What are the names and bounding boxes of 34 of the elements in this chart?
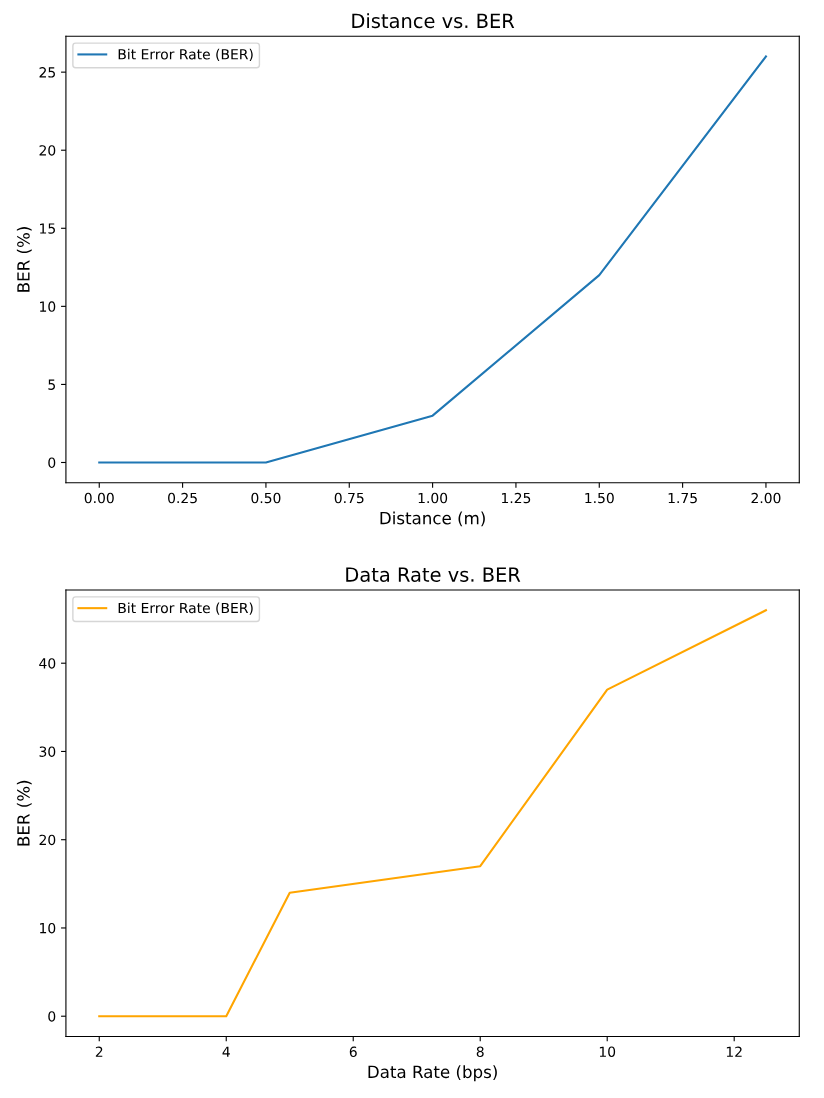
x-tick-label: 0.25 [168,492,197,504]
y-tick-label: 15 [40,223,55,234]
y-tick-label: 20 [39,834,56,846]
y-tick-label: 25 [39,67,55,78]
y-tick-label: 10 [40,301,56,312]
y-axis-title: BER (%) [16,227,32,292]
x-tick-label: 1.50 [585,492,614,504]
x-tick-label: 1.25 [502,492,531,504]
y-tick-label: 10 [40,922,56,934]
x-axis-title: Data Rate (bps) [368,1065,497,1082]
y-tick-label: 0 [48,457,56,468]
x-tick-label: 0.00 [84,492,114,504]
x-tick-label: 6 [349,1046,357,1057]
y-tick-label: 5 [48,379,55,390]
chart-title: Data Rate vs. BER [346,567,521,582]
x-axis-title: Distance (m) [380,511,485,527]
y-tick-label: 40 [39,658,56,669]
chart-title: Distance vs. BER [352,13,515,29]
x-tick-label: 0.75 [334,492,364,504]
y-axis-title: BER (%) [16,780,32,846]
x-tick-label: 12 [726,1046,742,1057]
x-tick-label: 1.00 [418,492,448,504]
x-tick-label: 1.75 [668,492,697,504]
x-tick-label: 0.50 [251,492,281,504]
y-tick-label: 20 [39,145,56,156]
y-tick-label: 30 [39,746,56,757]
x-tick-label: 2 [95,1046,103,1057]
x-tick-label: 2.00 [751,492,781,504]
y-tick-label: 0 [48,1011,56,1022]
legend-label: Bit Error Rate (BER) [118,602,253,615]
x-tick-label: 10 [599,1046,616,1057]
x-tick-label: 8 [476,1046,484,1057]
x-tick-label: 4 [222,1046,230,1057]
legend-label: Bit Error Rate (BER) [118,48,253,62]
